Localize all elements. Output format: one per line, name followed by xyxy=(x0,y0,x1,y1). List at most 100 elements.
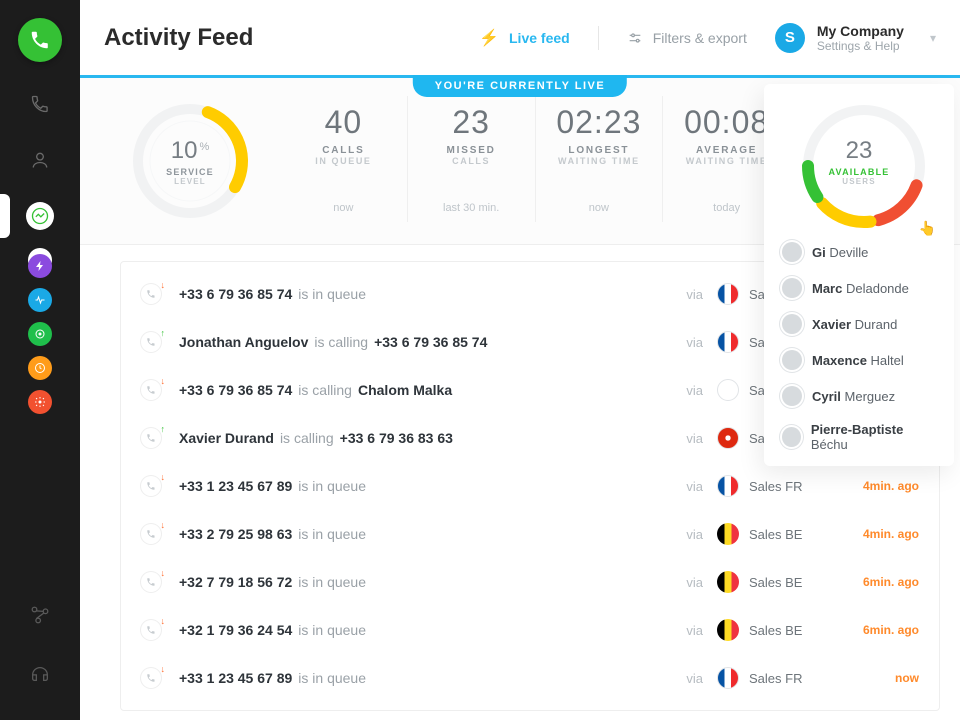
sliders-icon xyxy=(627,30,643,46)
time-ago: 6min. ago xyxy=(859,623,919,637)
available-users-value: 23 xyxy=(846,137,873,165)
activity-icon xyxy=(30,206,50,226)
nav-mini-2[interactable] xyxy=(28,322,52,346)
company-badge: S xyxy=(775,23,805,53)
filters-button[interactable]: Filters & export xyxy=(627,30,747,46)
kpi-cells: 40CALLSIN QUEUEnow23MISSEDCALLSlast 30 m… xyxy=(280,96,790,222)
user-row[interactable]: Cyril Merguez xyxy=(764,378,954,414)
via-label: via xyxy=(686,431,703,446)
avatar xyxy=(782,350,802,370)
user-name: Marc Deladonde xyxy=(812,281,909,296)
nav-contacts[interactable] xyxy=(26,146,54,174)
via-label: via xyxy=(686,527,703,542)
gear-icon xyxy=(34,396,46,408)
main-area: Activity Feed ⚡ Live feed Filters & expo… xyxy=(80,0,960,720)
kpi-0: 40CALLSIN QUEUEnow xyxy=(280,96,407,222)
via-label: via xyxy=(686,479,703,494)
feed-row[interactable]: ↓+33 2 79 25 98 63is in queueviaSales BE… xyxy=(121,510,939,558)
feed-row[interactable]: ↓+32 7 79 18 56 72is in queueviaSales BE… xyxy=(121,558,939,606)
kpi-2: 02:23LONGESTWAITING TIMEnow xyxy=(535,96,663,222)
call-direction-icon: ↓ xyxy=(141,284,161,304)
user-name: Maxence Haltel xyxy=(812,353,904,368)
kpi-timestamp: now xyxy=(589,202,609,214)
nav-primary xyxy=(26,90,54,230)
team-label: Sales BE xyxy=(749,623,819,638)
nav-mini-1[interactable] xyxy=(28,288,52,312)
nav-calls[interactable] xyxy=(26,90,54,118)
kpi-label-2: IN QUEUE xyxy=(315,156,371,166)
app-logo[interactable] xyxy=(18,18,62,62)
kpi-value: 02:23 xyxy=(556,104,641,141)
user-name: Gi Deville xyxy=(812,245,868,260)
call-direction-icon: ↓ xyxy=(141,620,161,640)
pulse-icon xyxy=(34,294,46,306)
filters-label: Filters & export xyxy=(653,30,747,46)
nav-mini-0[interactable] xyxy=(28,254,52,278)
users-list: Gi Deville Marc Deladonde Xavier Durand Max… xyxy=(764,234,954,460)
flag-icon xyxy=(717,475,739,497)
feed-text: Xavier Durandis calling+33 6 79 36 83 63 xyxy=(179,430,453,446)
available-users-panel: 23 AVAILABLE USERS 👆 Gi DevilleMarc Dela… xyxy=(764,84,954,466)
feed-row[interactable]: ↓+33 1 23 45 67 89is in queueviaSales FR… xyxy=(121,462,939,510)
call-direction-icon: ↑ xyxy=(141,332,161,352)
call-direction-icon: ↓ xyxy=(141,524,161,544)
feed-text: +32 1 79 36 24 54is in queue xyxy=(179,622,366,638)
via-label: via xyxy=(686,335,703,350)
feed-text: Jonathan Anguelovis calling+33 6 79 36 8… xyxy=(179,334,487,350)
team-label: Sales FR xyxy=(749,479,819,494)
feed-row[interactable]: ↓ +32 1 79 36 24 54is in queue via Sales BE… xyxy=(121,606,939,654)
phone-icon xyxy=(146,625,156,635)
user-row[interactable]: Maxence Haltel xyxy=(764,342,954,378)
nav-mini-3[interactable] xyxy=(28,356,52,380)
flag-icon xyxy=(717,619,739,641)
avatar xyxy=(782,386,802,406)
flag-icon xyxy=(717,427,739,449)
avatar xyxy=(782,427,801,447)
feed-row[interactable]: ↓+33 1 23 45 67 89is in queueviaSales FR… xyxy=(121,654,939,702)
phone-outline-icon xyxy=(30,94,50,114)
phone-icon xyxy=(146,673,156,683)
divider xyxy=(598,26,599,50)
avatar xyxy=(782,242,802,262)
clock-icon xyxy=(34,362,46,374)
kpi-timestamp: last 30 min. xyxy=(443,202,499,214)
live-feed-toggle[interactable]: ⚡ Live feed xyxy=(479,28,570,48)
chevron-down-icon: ▾ xyxy=(930,31,936,45)
flag-icon xyxy=(717,667,739,689)
service-value: 10 xyxy=(171,137,198,165)
nav-mini-4[interactable] xyxy=(28,390,52,414)
user-row[interactable]: Xavier Durand xyxy=(764,306,954,342)
kpi-value: 23 xyxy=(452,104,490,141)
nav-integrations[interactable] xyxy=(29,604,51,631)
user-row[interactable]: Gi Deville xyxy=(764,234,954,270)
avatar xyxy=(782,314,802,334)
bolt-icon: ⚡ xyxy=(479,28,499,48)
phone-icon xyxy=(146,577,156,587)
feed-text: +33 1 23 45 67 89is in queue xyxy=(179,478,366,494)
time-ago: now xyxy=(859,671,919,685)
via-label: via xyxy=(686,623,703,638)
feed-text: +33 2 79 25 98 63is in queue xyxy=(179,526,366,542)
user-row[interactable]: Pierre-Baptiste Béchu xyxy=(764,414,954,460)
kpi-label-1: LONGEST xyxy=(568,145,629,156)
nav-rail xyxy=(0,0,80,720)
phone-icon xyxy=(146,385,156,395)
company-sub: Settings & Help xyxy=(817,39,904,53)
service-label-1: SERVICE xyxy=(166,167,214,177)
headset-icon xyxy=(29,663,51,685)
time-ago: 4min. ago xyxy=(859,479,919,493)
service-label-2: LEVEL xyxy=(174,177,206,186)
call-direction-icon: ↓ xyxy=(141,668,161,688)
kpi-label-2: WAITING TIME xyxy=(686,156,768,166)
topbar: Activity Feed ⚡ Live feed Filters & expo… xyxy=(80,0,960,78)
nodes-icon xyxy=(29,604,51,626)
kpi-label-2: CALLS xyxy=(452,156,490,166)
nav-support[interactable] xyxy=(29,663,51,690)
user-row[interactable]: Marc Deladonde xyxy=(764,270,954,306)
team-label: Sales BE xyxy=(749,575,819,590)
nav-analytics[interactable] xyxy=(26,202,54,230)
time-ago: 6min. ago xyxy=(859,575,919,589)
phone-icon xyxy=(146,481,156,491)
feed-text: +33 1 23 45 67 89is in queue xyxy=(179,670,366,686)
company-menu[interactable]: S My Company Settings & Help ▾ xyxy=(775,23,936,53)
